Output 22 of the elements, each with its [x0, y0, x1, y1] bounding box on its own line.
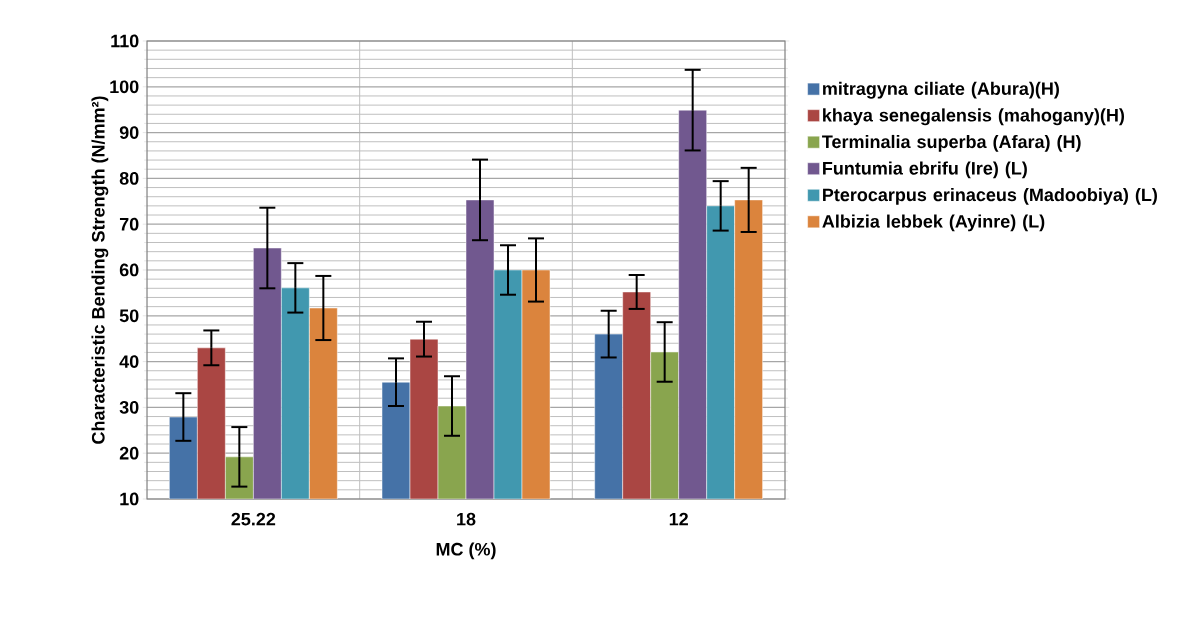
x-tick-label: 12 [669, 512, 688, 526]
legend-label: Pterocarpus erinaceus (Madoobiya) (L) [823, 188, 1157, 205]
x-tick-label: 18 [457, 512, 476, 526]
y-tick-label: 10 [120, 492, 139, 506]
legend-label: khaya senegalensis (mahogany)(H) [823, 108, 1125, 126]
y-tick-label: 40 [119, 355, 139, 368]
y-tick-label: 100 [110, 80, 139, 94]
y-axis-title: Characteristic Bending Strength (N/mm²) [91, 96, 109, 444]
y-tick-label: 90 [119, 126, 139, 139]
y-tick-label: 30 [119, 400, 139, 414]
y-tick-label: 60 [119, 263, 139, 277]
legend-label: Funtumia ebrifu (Ire) (L) [823, 161, 1027, 179]
legend-label: Terminalia superba (Afara) (H) [822, 134, 1081, 152]
y-tick-label: 80 [119, 172, 139, 185]
y-tick-label: 70 [119, 217, 139, 231]
legend-label: mitragyna ciliate (Abura)(H) [823, 81, 1059, 99]
y-tick-label: 50 [119, 309, 139, 323]
x-tick-label: 25.22 [231, 512, 276, 526]
y-tick-label: 20 [119, 446, 139, 460]
y-tick-label: 110 [111, 34, 139, 48]
x-axis-title: MC (%) [436, 542, 496, 560]
legend-label: Albizia lebbek (Ayinre) (L) [822, 214, 1045, 232]
